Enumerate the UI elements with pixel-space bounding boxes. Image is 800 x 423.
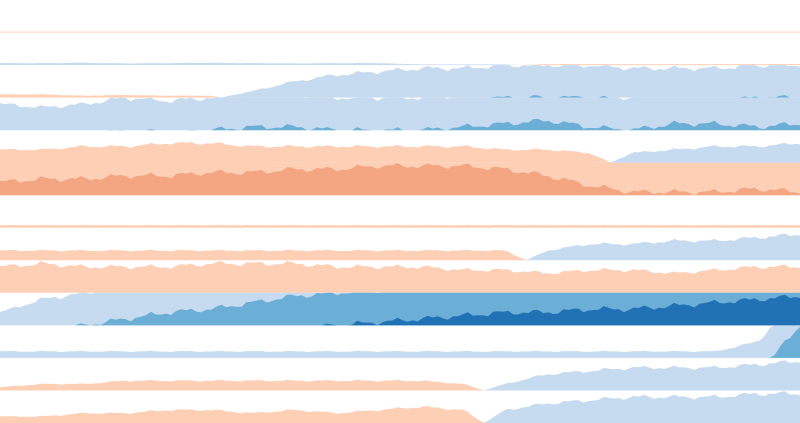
horizon-row [0, 261, 800, 293]
horizon-row [0, 97, 800, 131]
negative-band-1 [0, 249, 800, 261]
negative-band-1 [0, 379, 800, 391]
horizon-row [0, 31, 800, 33]
positive-band-1 [0, 360, 800, 391]
positive-band-1 [0, 65, 800, 98]
negative-band-1 [0, 94, 800, 98]
horizon-row [0, 325, 800, 358]
positive-band-2 [0, 118, 800, 131]
positive-band-3 [0, 294, 800, 326]
negative-band-2 [0, 163, 800, 196]
horizon-row [0, 162, 800, 196]
horizon-row [0, 141, 800, 163]
horizon-row [0, 224, 800, 228]
horizon-row [0, 292, 800, 326]
positive-band-1 [0, 62, 800, 66]
horizon-row [0, 65, 800, 98]
positive-band-1 [0, 233, 800, 261]
horizon-row [0, 62, 800, 66]
negative-band-1 [0, 224, 800, 228]
negative-band-1 [0, 261, 800, 293]
negative-band-1 [0, 141, 800, 163]
positive-band-1 [0, 142, 800, 163]
positive-band-1 [0, 325, 800, 358]
negative-band-1 [0, 406, 800, 423]
negative-band-1 [0, 31, 800, 33]
horizon-row [0, 360, 800, 391]
negative-band-1 [0, 64, 800, 66]
positive-band-1 [0, 97, 800, 131]
horizon-rows [0, 31, 800, 423]
horizon-row [0, 391, 800, 423]
horizon-row [0, 233, 800, 261]
positive-band-1 [0, 391, 800, 423]
